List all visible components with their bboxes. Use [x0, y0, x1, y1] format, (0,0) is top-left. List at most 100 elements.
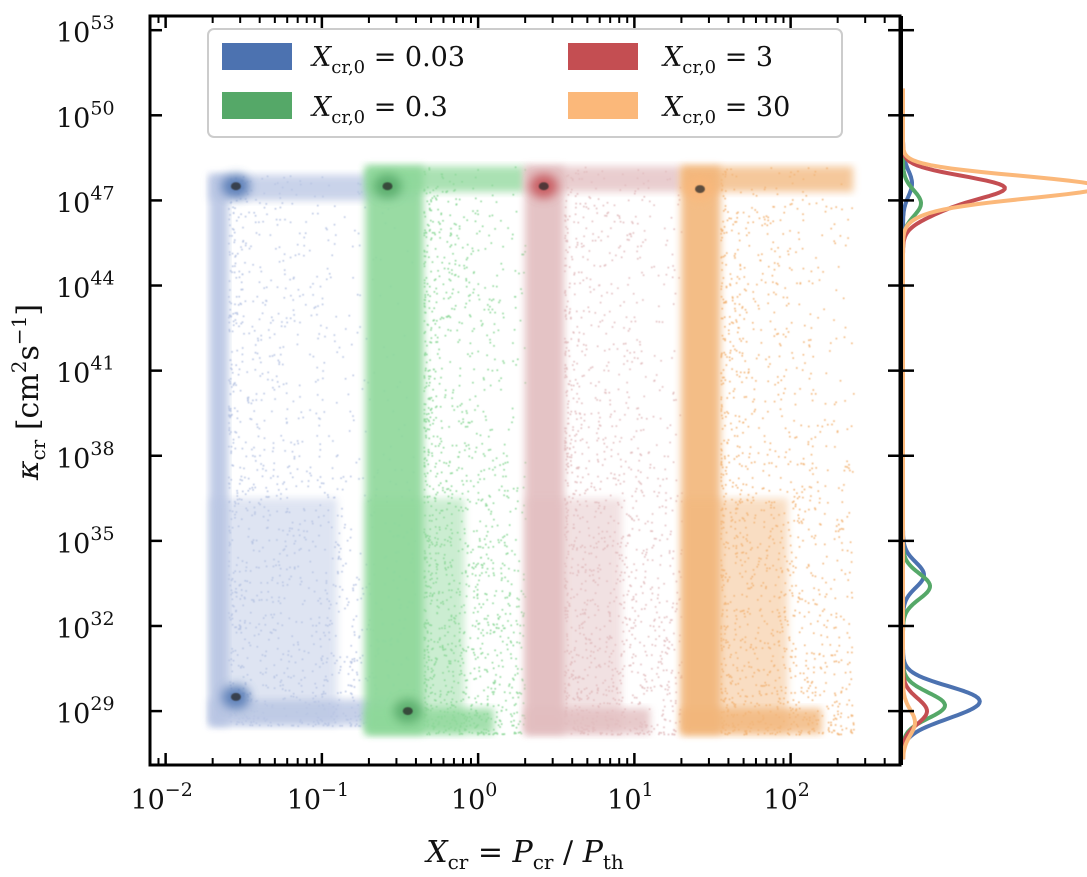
density-point: [245, 716, 248, 718]
density-point: [449, 660, 452, 663]
density-point: [444, 334, 447, 337]
density-point: [304, 232, 307, 234]
density-point: [252, 539, 255, 541]
density-point: [783, 697, 785, 700]
density-point: [788, 529, 790, 531]
density-point: [590, 382, 592, 384]
density-point: [293, 443, 296, 446]
density-point: [338, 532, 341, 535]
density-point: [273, 333, 276, 335]
density-point: [228, 280, 231, 282]
density-point: [324, 722, 326, 725]
density-point: [296, 440, 299, 442]
density-point: [606, 646, 608, 648]
density-point: [592, 721, 594, 724]
density-point: [630, 627, 633, 629]
density-point: [320, 324, 322, 327]
density-point: [783, 594, 786, 597]
density-point: [747, 661, 750, 664]
density-point: [232, 682, 234, 685]
density-point: [630, 585, 632, 587]
density-point: [665, 499, 667, 502]
density-point: [680, 576, 682, 578]
density-point: [437, 716, 439, 718]
density-point: [344, 523, 346, 526]
density-point: [621, 640, 624, 643]
density-point: [236, 564, 238, 566]
density-point: [647, 559, 649, 561]
density-point: [483, 538, 486, 540]
density-point: [663, 718, 666, 721]
density-point: [290, 695, 292, 698]
density-point: [644, 522, 647, 525]
density-point: [449, 180, 451, 183]
density-point: [741, 381, 743, 383]
density-point: [267, 509, 270, 512]
density-point: [848, 699, 850, 702]
density-point: [802, 354, 805, 356]
density-point: [624, 708, 626, 711]
density-point: [674, 702, 677, 704]
density-point: [242, 315, 245, 318]
density-point: [570, 673, 573, 676]
density-point: [678, 640, 681, 643]
density-point: [449, 296, 452, 298]
density-point: [653, 379, 656, 382]
density-point: [807, 602, 810, 604]
density-point: [442, 648, 444, 651]
density-point: [432, 368, 435, 371]
density-point: [263, 437, 266, 439]
density-point: [579, 732, 582, 735]
density-point: [649, 467, 651, 469]
density-point: [293, 456, 296, 458]
density-point: [473, 654, 476, 656]
density-point: [489, 629, 492, 632]
density-point: [239, 570, 241, 573]
density-point: [633, 351, 636, 354]
density-point: [597, 427, 600, 430]
density-point: [521, 678, 524, 681]
density-point: [447, 297, 450, 300]
density-point: [497, 618, 500, 620]
density-point: [575, 489, 577, 492]
density-point: [232, 572, 235, 574]
density-point: [569, 501, 572, 503]
density-point: [567, 684, 570, 686]
density-point: [238, 721, 240, 723]
density-point: [463, 264, 465, 267]
density-point: [240, 288, 243, 291]
density-peak-core-s003-0: [230, 692, 241, 701]
density-point: [244, 493, 247, 495]
density-point: [298, 682, 300, 685]
density-point: [491, 214, 494, 217]
density-point: [448, 660, 450, 662]
density-point: [632, 627, 634, 629]
density-point: [449, 460, 451, 463]
density-point: [660, 661, 662, 663]
density-point: [739, 678, 741, 680]
density-point: [607, 370, 610, 372]
density-point: [234, 265, 236, 267]
density-point: [566, 523, 569, 526]
density-point: [738, 463, 741, 465]
density-point: [580, 423, 583, 426]
density-point: [488, 508, 490, 511]
density-point: [263, 392, 265, 395]
density-point: [444, 625, 446, 627]
density-point: [567, 174, 570, 177]
density-point: [471, 457, 473, 459]
density-point: [435, 581, 437, 584]
density-point: [494, 732, 497, 734]
density-point: [759, 609, 761, 612]
density-point: [721, 307, 723, 310]
density-point: [282, 363, 284, 366]
density-point: [348, 430, 351, 432]
density-point: [473, 651, 475, 654]
density-point: [490, 687, 493, 690]
density-point: [423, 279, 426, 281]
density-point: [642, 241, 644, 243]
density-point: [773, 400, 776, 403]
density-point: [470, 708, 472, 711]
density-point: [577, 564, 579, 566]
density-point: [425, 556, 428, 559]
